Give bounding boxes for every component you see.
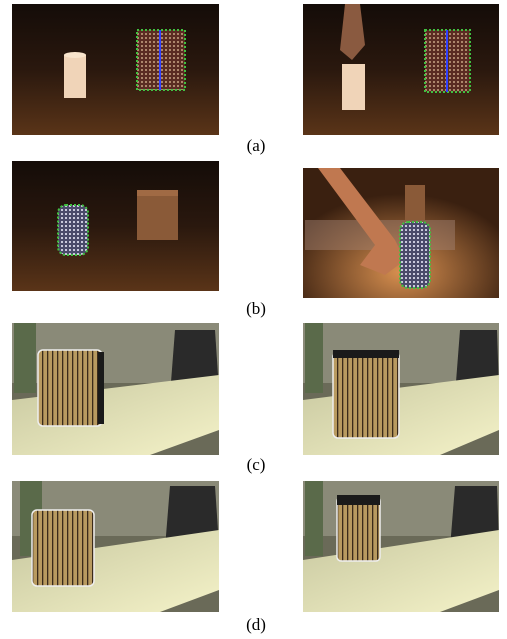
- photo: [12, 323, 219, 455]
- figure: (a) (b) (c): [0, 0, 507, 639]
- subfigure-label: (d): [246, 615, 266, 634]
- subfigure-label: (a): [247, 136, 266, 155]
- photo: [303, 4, 499, 135]
- photo: [12, 481, 219, 612]
- photo: [303, 481, 499, 612]
- photo: [12, 161, 219, 291]
- subfigure-label: (c): [247, 455, 266, 474]
- subfigure-label: (b): [246, 299, 266, 318]
- photo: [303, 168, 499, 298]
- photo: [303, 323, 499, 455]
- photo: [12, 4, 219, 135]
